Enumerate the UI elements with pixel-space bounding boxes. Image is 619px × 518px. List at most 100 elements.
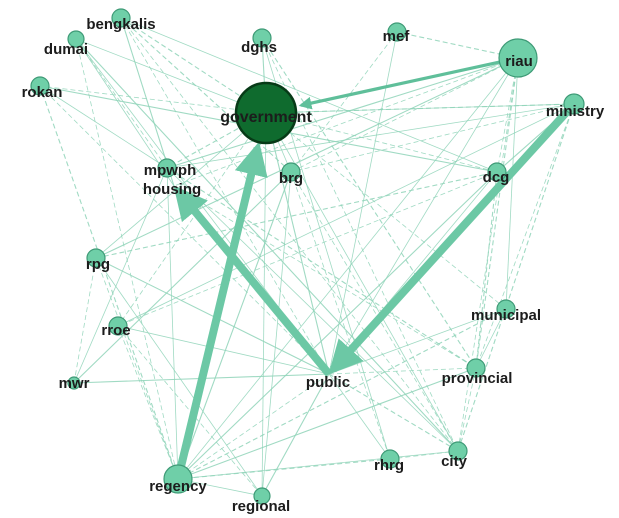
node-label-dumai: dumai [44, 41, 88, 58]
edge-brg-mwr [73, 171, 292, 384]
edge-ministry-provincial [475, 103, 575, 369]
edge-dghs-provincial [261, 37, 477, 369]
edge-public-regency [177, 373, 330, 480]
node-labels: government riau ministry dcg brg mpwph housing… [22, 16, 605, 515]
node-label-brg: brg [279, 170, 303, 187]
node-label-public: public [306, 374, 350, 391]
node-riau [498, 38, 538, 78]
node-label-housing: housing [143, 181, 201, 198]
edge-public-city [328, 373, 459, 452]
edge-provincial-regency [177, 367, 477, 480]
edge-public-rhrg [328, 373, 391, 460]
node-dcg [487, 162, 507, 182]
node-label-mpwph: mpwph [144, 162, 197, 179]
node-government [234, 81, 298, 145]
node-ministry [563, 93, 585, 115]
node-provincial [466, 358, 486, 378]
edge-government-public [265, 112, 330, 375]
edge-municipal-provincial [475, 308, 507, 369]
edge-municipal-regency [177, 308, 507, 480]
node-mpwph [157, 158, 177, 178]
node-brg [281, 162, 301, 182]
node-mef [387, 22, 407, 42]
edge-mwr-rpg [73, 257, 97, 384]
edge-bengkalis-public [120, 17, 330, 375]
edge-bengkalis-brg [120, 17, 292, 173]
node-label-riau: riau [505, 53, 533, 70]
node-label-bengkalis: bengkalis [86, 16, 155, 33]
edge-dumai-regency [75, 38, 179, 480]
edge-dcg-regency [177, 171, 498, 480]
edge-provincial-city [457, 367, 477, 452]
edge-government-rokan [39, 85, 267, 114]
directed-edge-ministry-to-public [328, 102, 576, 375]
edge-riau-brg [290, 57, 519, 173]
node-bengkalis [111, 8, 131, 28]
edge-bengkalis-dcg [120, 17, 498, 173]
node-label-regency: regency [149, 478, 207, 495]
node-label-ministry: ministry [546, 103, 605, 120]
edge-rokan-public [39, 85, 330, 375]
node-rokan [30, 76, 50, 96]
edge-rpg-regional [95, 257, 263, 497]
node-city [448, 441, 468, 461]
edge-dcg-provincial [475, 171, 498, 369]
edge-brg-regional [261, 171, 292, 497]
edge-regency-brg [177, 171, 292, 480]
node-regency [163, 464, 193, 494]
edge-riau-public [328, 57, 519, 375]
node-dghs [252, 28, 272, 48]
edge-regency-rroe [117, 325, 179, 480]
edge-ministry-brg [290, 103, 575, 173]
directed-edge-regency-to-government [174, 141, 268, 478]
node-label-city: city [441, 453, 468, 470]
node-label-rokan: rokan [22, 84, 63, 101]
node-label-rhrg: rhrg [374, 457, 404, 474]
node-label-provincial: provincial [442, 370, 513, 387]
edge-rpg-public [95, 257, 330, 375]
edge-mpwph-regency [166, 167, 179, 480]
edge-riau-provincial [475, 57, 519, 369]
edge-rroe-regional [117, 325, 263, 497]
node-label-rroe: rroe [101, 322, 130, 339]
node-regional [253, 487, 271, 505]
edge-rpg-regency [95, 257, 179, 480]
edge-mpwph-city [166, 167, 459, 452]
node-label-mef: mef [383, 28, 411, 45]
node-label-regional: regional [232, 498, 290, 515]
edge-mef-public [328, 31, 398, 375]
edge-ministry-government [265, 103, 575, 114]
edge-government-regional [261, 112, 267, 497]
node-label-dcg: dcg [483, 169, 510, 186]
edge-riau-mef [396, 31, 519, 59]
edge-dumai-city [75, 38, 459, 452]
edge-city-regency [177, 450, 459, 480]
node-label-mwr: mwr [59, 375, 90, 392]
nodes [30, 8, 585, 505]
thin-edges [39, 17, 575, 497]
edge-rroe-public [117, 325, 330, 375]
edge-riau-housing [173, 57, 519, 187]
edge-government-municipal [265, 112, 507, 310]
node-dumai [67, 30, 85, 48]
edge-bengkalis-city [120, 17, 459, 452]
node-rhrg [380, 449, 400, 469]
edge-ministry-city [457, 103, 575, 452]
edge-rhrg-regency [177, 458, 391, 480]
directed-edges [173, 57, 576, 478]
edge-mef-brg [290, 31, 398, 173]
node-label-government: government [220, 109, 312, 126]
edge-riau-mpwph [166, 57, 519, 169]
node-mwr [67, 376, 81, 390]
node-label-rpg: rpg [86, 256, 110, 273]
edge-housing-provincial [173, 185, 477, 369]
edge-mwr-mpwph [73, 167, 168, 384]
edge-mpwph-provincial [166, 167, 477, 369]
edge-government-dumai [75, 38, 267, 114]
edge-brg-city [290, 171, 459, 452]
edge-rpg-dcg [95, 171, 498, 259]
edge-rokan-regency [39, 85, 179, 480]
node-rroe [108, 316, 128, 336]
node-label-dghs: dghs [241, 39, 277, 56]
